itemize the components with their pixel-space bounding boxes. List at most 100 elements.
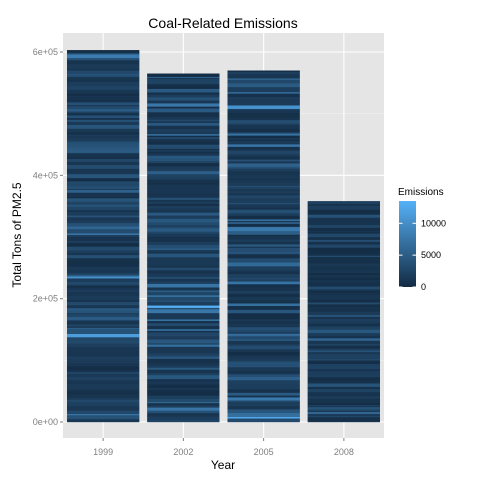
- bar-segment: [67, 406, 140, 411]
- bar-segment: [67, 85, 140, 90]
- bar-segment: [227, 182, 300, 186]
- bar-segment: [147, 257, 220, 261]
- bar-segment: [227, 333, 300, 336]
- bar-segment: [67, 380, 140, 384]
- bar-segment: [227, 93, 300, 98]
- bar-segment: [147, 201, 220, 204]
- bar-segment: [67, 161, 140, 165]
- bar-segment: [67, 415, 140, 420]
- bar-segment: [227, 168, 300, 172]
- bar-segment: [67, 246, 140, 251]
- bar-segment: [67, 111, 140, 114]
- bar-segment: [307, 395, 380, 400]
- bar-segment: [227, 412, 300, 417]
- bar-segment: [227, 338, 300, 342]
- bar-segment: [227, 208, 300, 210]
- bar-segment: [147, 98, 220, 101]
- bar-segment: [307, 236, 380, 240]
- bar-segment: [307, 262, 380, 265]
- bar-segment: [307, 221, 380, 225]
- y-tick-label: 0e+00: [33, 417, 58, 427]
- bar-segment: [227, 389, 300, 393]
- legend-colorbar: [399, 201, 416, 287]
- bar-segment: [67, 263, 140, 267]
- bar-segment: [67, 164, 140, 169]
- bar-segment: [67, 390, 140, 395]
- bar-segment: [307, 264, 380, 266]
- bar-segment: [227, 223, 300, 227]
- bar-segment: [67, 132, 140, 135]
- bar-segment: [227, 117, 300, 121]
- bar-segment: [227, 207, 300, 209]
- bar-segment: [147, 380, 220, 385]
- bar-segment: [227, 128, 300, 132]
- bar-segment: [307, 224, 380, 228]
- bar-segment: [227, 334, 300, 337]
- bar-segment: [67, 337, 140, 341]
- bar-segment: [67, 369, 140, 373]
- bar-segment: [307, 310, 380, 312]
- bar-segment: [147, 141, 220, 145]
- bar-segment: [307, 201, 380, 205]
- bar-segment: [227, 150, 300, 155]
- bar-segment: [227, 336, 300, 339]
- bar-segment: [227, 146, 300, 151]
- bar-segment: [307, 261, 380, 263]
- bar-segment: [227, 300, 300, 304]
- bar-segment: [227, 235, 300, 240]
- bar-segment: [227, 193, 300, 196]
- bar-segment: [147, 328, 220, 331]
- bar-segment: [67, 84, 140, 87]
- x-tick-label: 2008: [334, 447, 354, 457]
- bar-segment: [307, 411, 380, 415]
- bar-segment: [67, 189, 140, 193]
- bar-segment: [67, 399, 140, 403]
- bar-segment: [147, 362, 220, 364]
- bar-segment: [307, 308, 380, 311]
- bar-segment: [227, 222, 300, 224]
- bar-segment: [67, 284, 140, 287]
- bar-segment: [307, 265, 380, 270]
- bar-segment: [227, 356, 300, 360]
- bar-segment: [67, 137, 140, 142]
- bar-segment: [67, 66, 140, 69]
- bar-segment: [67, 298, 140, 300]
- bar-segment: [227, 262, 300, 267]
- bar-segment: [227, 383, 300, 388]
- bar-segment: [307, 304, 380, 308]
- bar-1999: [67, 50, 140, 423]
- bar-segment: [147, 122, 220, 125]
- bar-segment: [227, 219, 300, 222]
- bar-segment: [147, 218, 220, 223]
- bar-segment: [227, 135, 300, 139]
- bar-segment: [67, 260, 140, 264]
- bar-segment: [147, 88, 220, 93]
- bar-segment: [67, 281, 140, 285]
- bar-segment: [147, 212, 220, 216]
- bar-segment: [307, 417, 380, 420]
- bar-segment: [227, 213, 300, 216]
- bar-segment: [67, 206, 140, 211]
- bar-segment: [147, 81, 220, 84]
- bar-segment: [147, 162, 220, 167]
- bar-segment: [227, 112, 300, 116]
- bar-segment: [227, 134, 300, 136]
- bar-segment: [147, 179, 220, 184]
- bar-segment: [147, 137, 220, 139]
- bar-segment: [147, 132, 220, 134]
- bar-segment: [67, 364, 140, 367]
- bar-segment: [147, 410, 220, 413]
- bar-segment: [67, 353, 140, 357]
- bar-segment: [227, 320, 300, 324]
- bar-segment: [147, 332, 220, 337]
- bar-segment: [227, 416, 300, 419]
- bar-segment: [147, 336, 220, 340]
- bar-segment: [147, 153, 220, 156]
- bar-segment: [307, 340, 380, 345]
- bar-segment: [227, 269, 300, 272]
- bar-segment: [147, 135, 220, 138]
- bar-segment: [147, 188, 220, 192]
- bar-segment: [227, 258, 300, 261]
- bar-segment: [227, 253, 300, 255]
- bar-segment: [67, 215, 140, 218]
